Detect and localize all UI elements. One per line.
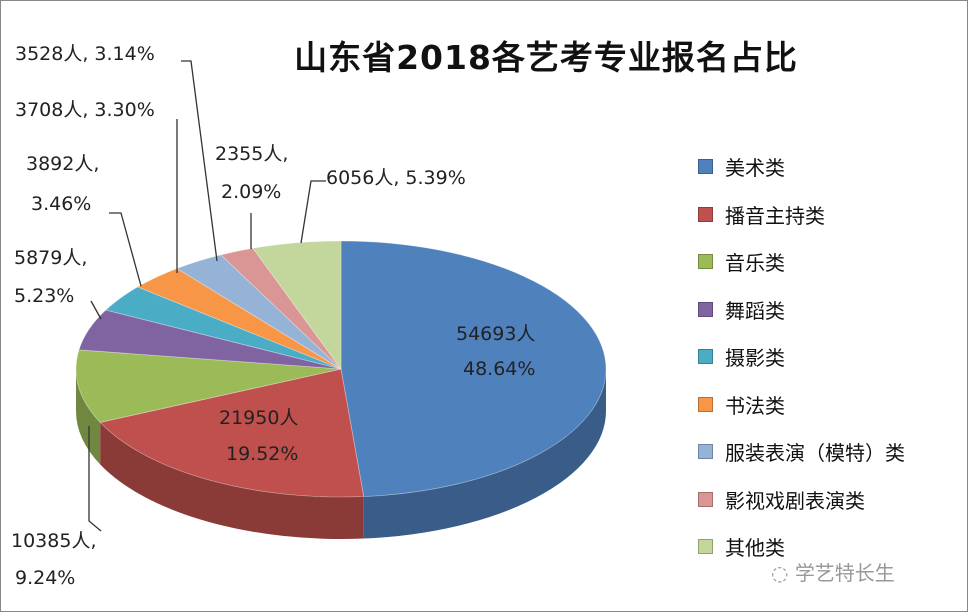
legend-swatch [698, 539, 713, 555]
legend-item: 服装表演（模特）类 [698, 428, 905, 476]
pie-slice-side [100, 422, 364, 539]
pie-slice-1 [99, 368, 365, 498]
data-label-other: 6056人, 5.39% [326, 167, 466, 189]
legend-swatch [698, 396, 713, 412]
legend-label: 播音主持类 [725, 203, 825, 228]
pie-slice-side [363, 369, 606, 539]
leader-line-music [88, 426, 102, 532]
legend-label: 服装表演（模特）类 [725, 441, 905, 466]
legend-item: 美术类 [698, 143, 905, 191]
data-label-count-art: 54693人 [456, 323, 536, 345]
data-label-percent-dance: 5.23% [14, 285, 75, 307]
pie-slice-0 [340, 240, 607, 497]
pie-slice-8 [252, 240, 342, 371]
legend-swatch [698, 159, 713, 175]
data-label-percent-music: 9.24% [15, 567, 76, 589]
legend-swatch [698, 349, 713, 365]
leader-line-other [300, 180, 326, 244]
pie-slice-7 [220, 247, 342, 370]
data-label-percent-photo: 3.46% [31, 193, 92, 215]
data-label-count-dance: 5879人, [14, 247, 88, 269]
data-label-calligraphy: 3708人, 3.30% [15, 99, 155, 121]
watermark: ◌ 学艺特长生 [771, 561, 895, 585]
data-label-count-broadcast: 21950人 [219, 407, 299, 429]
pie-slice-3 [78, 309, 342, 370]
data-label-percent-drama: 2.09% [221, 181, 282, 203]
pie-slice-4 [104, 286, 342, 370]
leader-line-dance [90, 300, 102, 320]
leader-line-modeling [181, 60, 218, 262]
wechat-icon: ◌ [771, 561, 795, 585]
legend-item: 音乐类 [698, 238, 905, 286]
legend-label: 摄影类 [725, 346, 785, 371]
legend-item: 影视戏剧表演类 [698, 476, 905, 524]
pie-slice-side [76, 369, 101, 465]
legend-item: 播音主持类 [698, 191, 905, 239]
data-label-percent-broadcast: 19.52% [226, 443, 299, 465]
legend-swatch [698, 254, 713, 270]
legend-label: 舞蹈类 [725, 298, 785, 323]
legend-item: 舞蹈类 [698, 286, 905, 334]
pie-slice-2 [75, 349, 342, 423]
legend-item: 书法类 [698, 381, 905, 429]
legend-item: 其他类 [698, 523, 905, 571]
leader-line-photo [109, 212, 142, 287]
chart-title: 山东省2018各艺考专业报名占比 [294, 38, 798, 77]
legend-label: 影视戏剧表演类 [725, 488, 865, 513]
legend-swatch [698, 206, 713, 222]
data-label-count-music: 10385人, [11, 530, 97, 552]
data-label-modeling: 3528人, 3.14% [15, 43, 155, 65]
legend-label: 音乐类 [725, 251, 785, 276]
data-label-count-photo: 3892人, [26, 153, 100, 175]
legend-swatch [698, 491, 713, 507]
legend: 美术类 播音主持类 音乐类 舞蹈类 摄影类 书法类 服装表演（模特）类 影视戏剧… [698, 143, 905, 571]
legend-swatch [698, 444, 713, 460]
data-label-count-drama: 2355人, [215, 143, 289, 165]
data-label-percent-art: 48.64% [463, 358, 536, 380]
legend-label: 书法类 [725, 393, 785, 418]
legend-label: 美术类 [725, 156, 785, 181]
legend-swatch [698, 301, 713, 317]
legend-item: 摄影类 [698, 333, 905, 381]
legend-label: 其他类 [725, 536, 785, 561]
